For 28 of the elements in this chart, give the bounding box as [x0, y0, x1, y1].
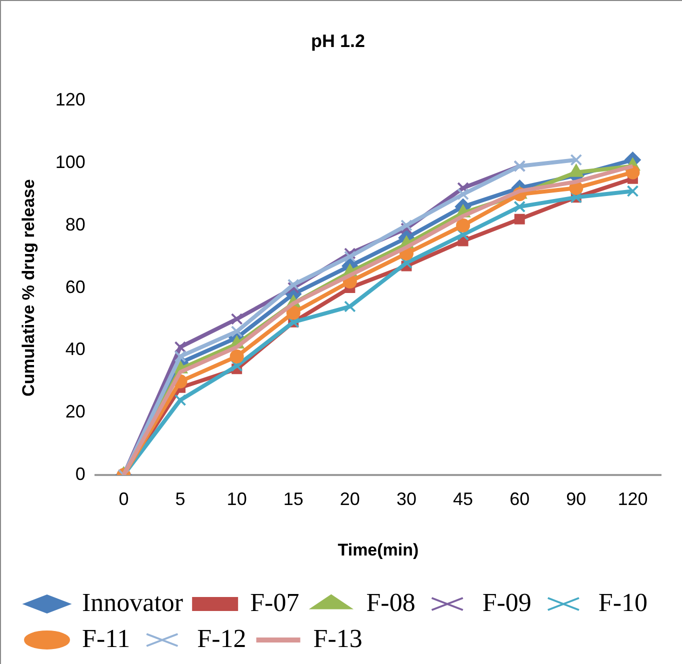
- y-tick-label: 0: [75, 464, 86, 484]
- legend-label: F-12: [197, 624, 246, 653]
- y-axis-title: Cumulative % drug release: [18, 179, 38, 396]
- x-tick-label: 45: [453, 488, 474, 509]
- x-tick-label: 15: [283, 488, 304, 509]
- legend-label: Innovator: [82, 588, 184, 617]
- x-tick-label: 0: [118, 488, 129, 509]
- legend-label: F-08: [366, 588, 416, 617]
- x-tick-label: 120: [618, 488, 648, 509]
- legend-label: F-11: [82, 624, 130, 653]
- x-tick-label: 30: [396, 488, 417, 509]
- x-tick-label: 10: [226, 488, 247, 509]
- x-tick-label: 5: [175, 488, 186, 509]
- legend-label: F-13: [313, 624, 362, 653]
- x-tick-label: 20: [340, 488, 360, 509]
- chart-title: pH 1.2: [310, 30, 366, 51]
- x-tick-label: 90: [566, 488, 586, 509]
- y-tick-label: 40: [65, 339, 86, 360]
- x-tick-label: 60: [510, 488, 530, 509]
- x-axis-title: Time(min): [338, 540, 419, 560]
- y-tick-label: 100: [55, 152, 86, 172]
- y-tick-label: 20: [65, 402, 86, 422]
- y-tick-label: 60: [65, 276, 86, 297]
- y-tick-label: 120: [55, 90, 86, 110]
- legend-label: F-09: [482, 588, 532, 617]
- legend-label: F-07: [250, 588, 300, 617]
- y-tick-label: 80: [65, 214, 86, 234]
- legend-label: F-10: [598, 588, 648, 617]
